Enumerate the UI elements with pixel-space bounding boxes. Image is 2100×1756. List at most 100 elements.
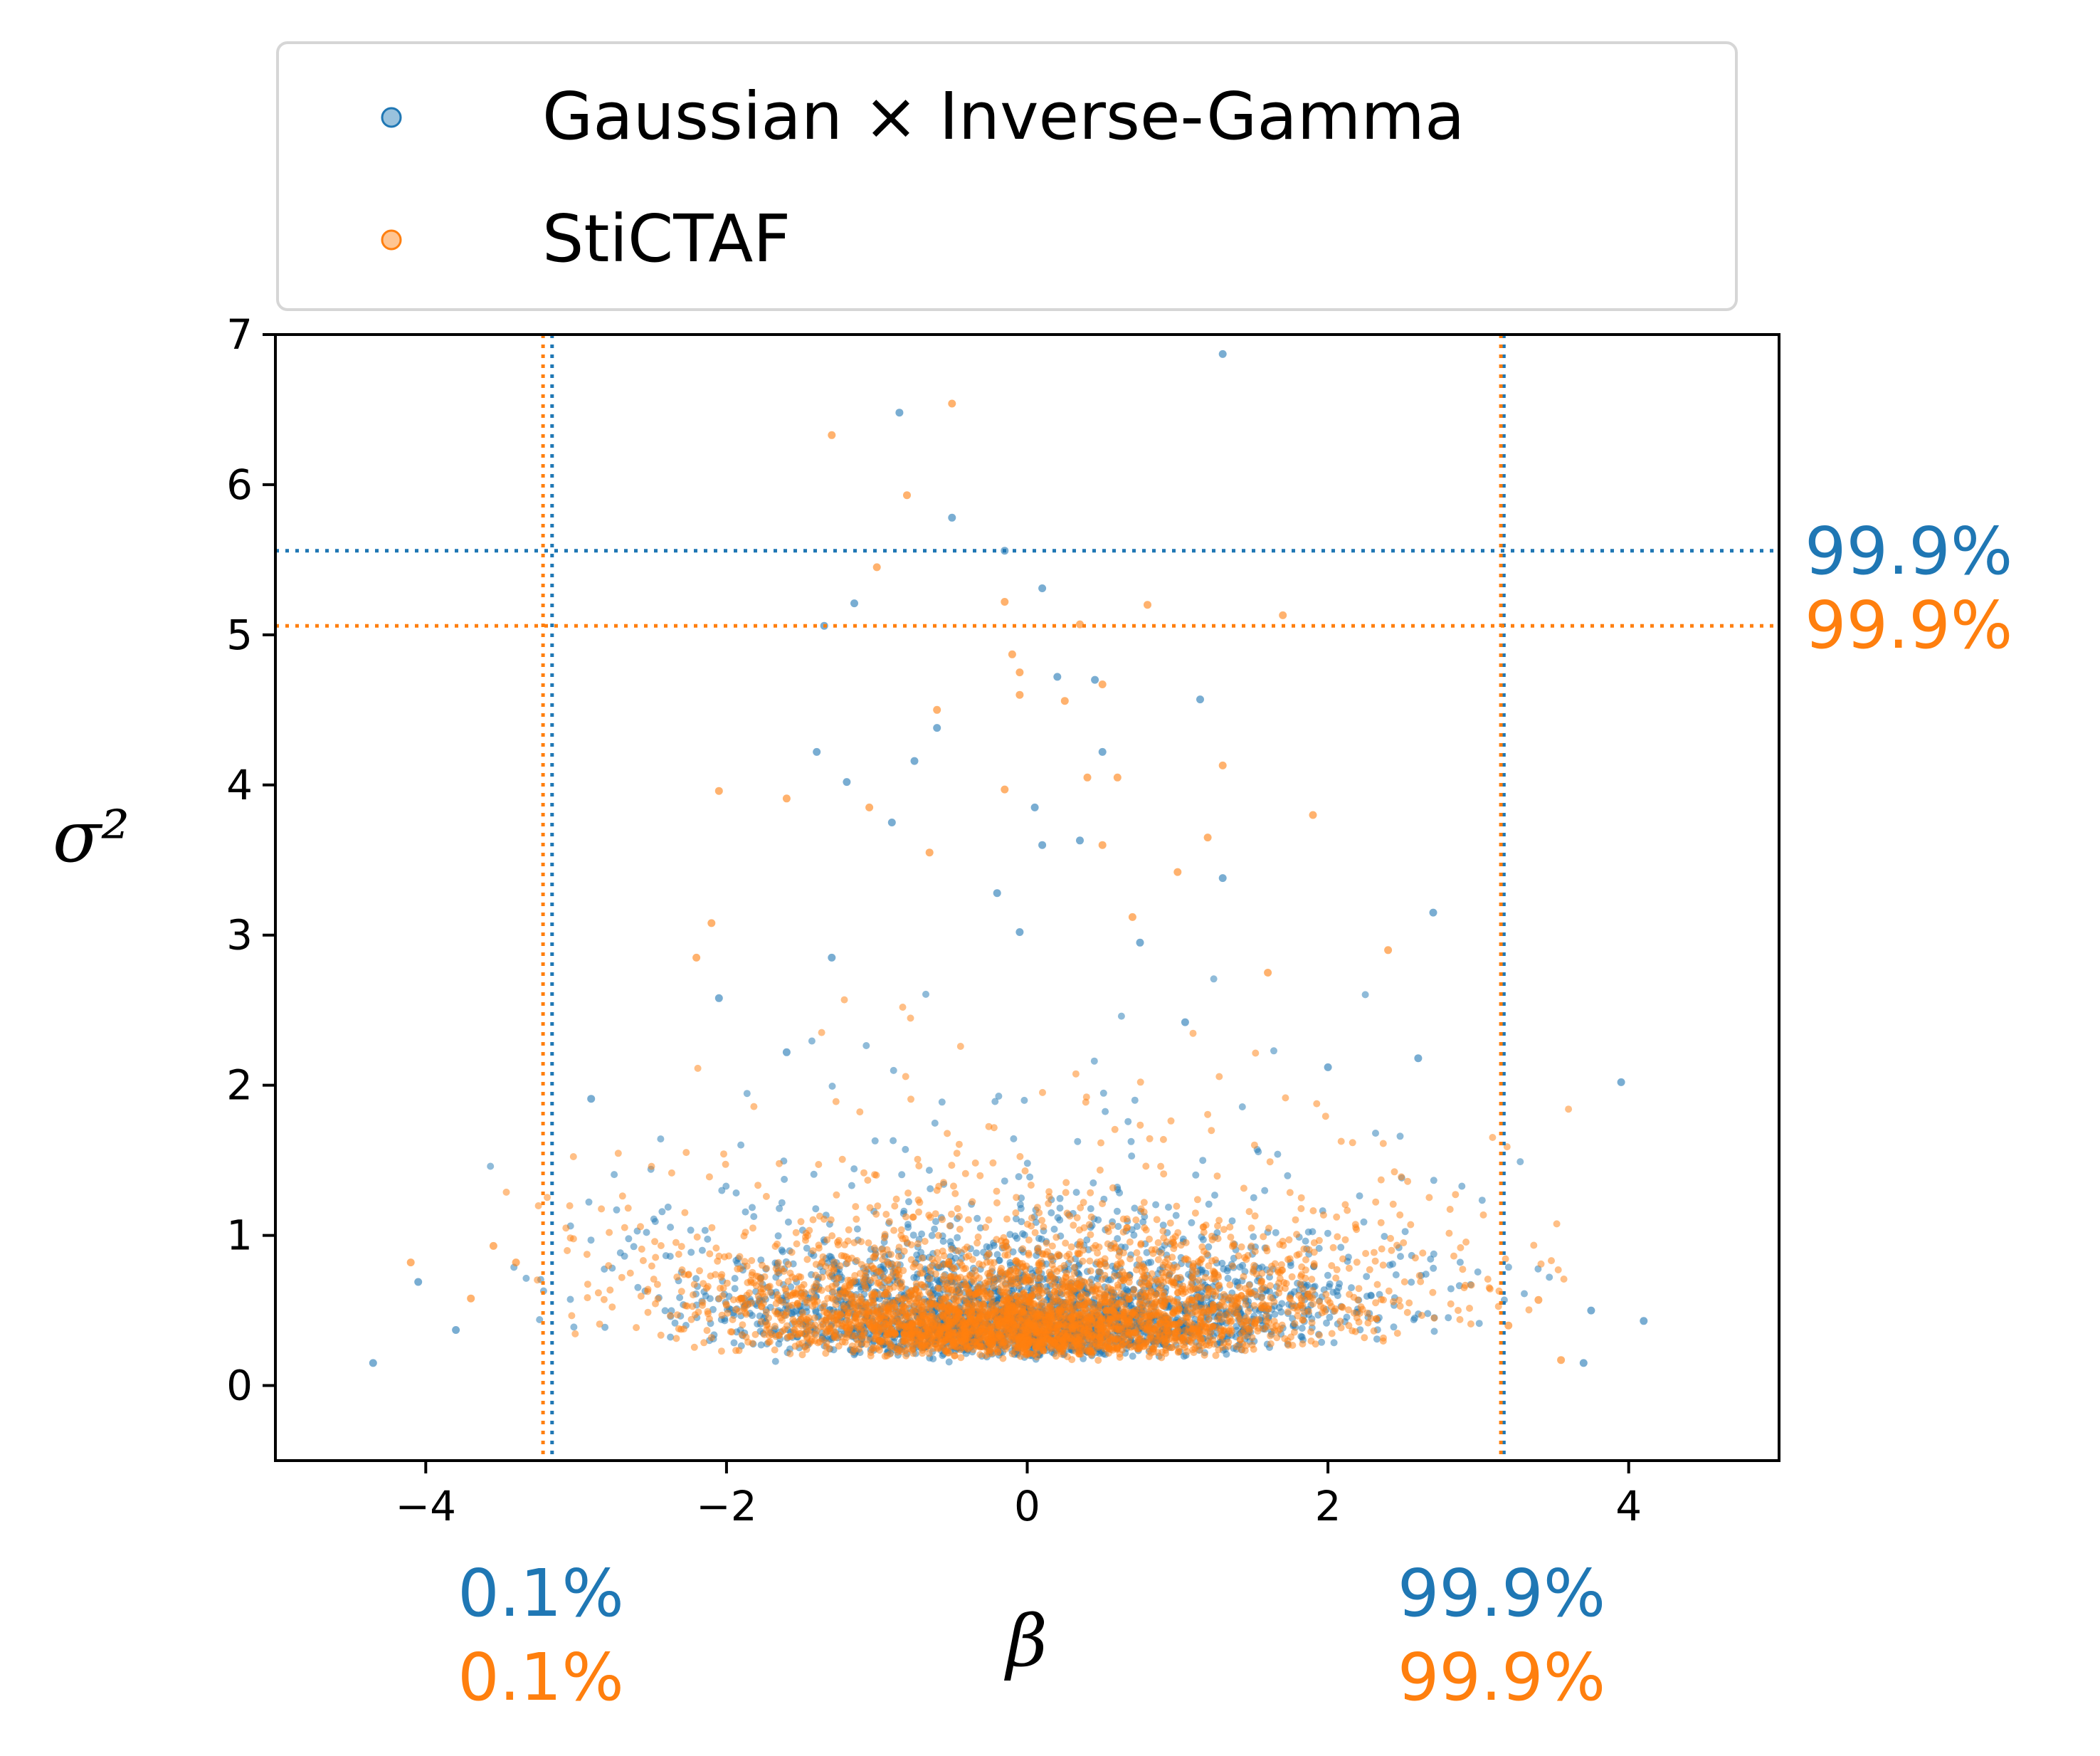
legend-label-stictaf: StiCTAF (542, 201, 791, 277)
pct-label-y-gaussian: 99.9% (1805, 513, 2012, 589)
scatter-point-stictaf-0 (948, 399, 956, 408)
percentile-labels: 0.1% 0.1% 99.9% 99.9% 99.9% 99.9% (458, 513, 2012, 1715)
pct-label-y-stictaf: 99.9% (1805, 587, 2012, 663)
scatter-layer (369, 349, 1648, 1367)
legend: Gaussian × Inverse-Gamma StiCTAF (276, 41, 1738, 311)
x-tick-label-3: 2 (1315, 1482, 1341, 1530)
reference-lines (275, 335, 1779, 1461)
scatter-point-stictaf-24 (1098, 841, 1107, 849)
scatter-point-gaussian-33 (1324, 1063, 1332, 1071)
scatter-point-gaussian-31 (1136, 938, 1144, 947)
legend-marker-stictaf (381, 229, 402, 251)
scatter-point-stictaf-20 (865, 803, 874, 811)
scatter-point-stictaf-28 (406, 1258, 415, 1267)
scatter-point-gaussian-12 (1098, 747, 1107, 756)
scatter-point-stictaf-27 (1173, 868, 1182, 876)
scatter-point-stictaf-1 (828, 431, 836, 439)
scatter-point-stictaf-16 (714, 787, 723, 795)
scatter-point-stictaf-29 (489, 1241, 497, 1250)
scatter-point-stictaf-9 (1008, 650, 1016, 658)
legend-marker-gaussian (381, 107, 402, 128)
scatter-point-gaussian-21 (993, 889, 1001, 898)
scatter-point-gaussian-24 (414, 1278, 423, 1286)
scatter-point-gaussian-20 (1429, 908, 1437, 917)
scatter-point-gaussian-36 (587, 1095, 596, 1103)
y-tick-label-1: 1 (226, 1211, 253, 1260)
scatter-point-stictaf-17 (782, 794, 791, 803)
scatter-point-gaussian-22 (1617, 1078, 1625, 1086)
scatter-point-stictaf-3 (872, 563, 881, 572)
y-tick-label-3: 3 (226, 911, 253, 960)
scatter-point-gaussian-11 (933, 724, 941, 732)
y-axis-label: σ² (53, 795, 130, 878)
scatter-point-gaussian-7 (1053, 673, 1062, 681)
x-axis-ticks: −4 −2 0 2 4 (396, 1461, 1642, 1530)
x-tick-label-0: −4 (396, 1482, 457, 1530)
scatter-point-stictaf-21 (1083, 773, 1092, 782)
scatter-point-gaussian-23 (369, 1359, 377, 1367)
scatter-point-gaussian-13 (910, 757, 919, 765)
pct-label-x-high-stictaf: 99.9% (1398, 1639, 1605, 1715)
legend-label-gaussian: Gaussian × Inverse-Gamma (542, 78, 1465, 154)
y-tick-label-4: 4 (226, 761, 253, 809)
scatter-point-stictaf-5 (1144, 601, 1151, 609)
scatter-point-gaussian-4 (1038, 584, 1047, 592)
scatter-point-stictaf-34 (1504, 1321, 1513, 1330)
scatter-point-stictaf-32 (1534, 1295, 1543, 1304)
scatter-point-gaussian-14 (843, 778, 851, 787)
y-tick-label-0: 0 (226, 1362, 253, 1410)
scatter-point-gaussian-18 (1038, 841, 1047, 849)
scatter-point-stictaf-7 (1279, 611, 1287, 619)
scatter-point-stictaf-15 (1001, 785, 1009, 794)
scatter-point-stictaf-19 (1309, 811, 1317, 819)
scatter-point-stictaf-37 (1384, 946, 1393, 955)
scatter-point-gaussian-28 (452, 1326, 460, 1334)
scatter-point-stictaf-12 (933, 705, 941, 714)
scatter-point-stictaf-33 (1557, 1356, 1566, 1365)
scatter-point-gaussian-30 (828, 953, 836, 962)
scatter-point-stictaf-22 (925, 848, 934, 857)
scatter-point-gaussian-32 (1181, 1018, 1189, 1026)
scatter-point-gaussian-29 (1015, 928, 1024, 936)
scatter-point-stictaf-13 (1098, 680, 1107, 688)
x-tick-label-2: 0 (1014, 1482, 1040, 1530)
scatter-point-gaussian-1 (895, 409, 904, 417)
scatter-point-stictaf-18 (1218, 761, 1227, 769)
y-tick-label-6: 6 (226, 461, 253, 509)
scatter-point-stictaf-11 (1060, 697, 1069, 705)
scatter-point-stictaf-23 (1203, 834, 1212, 842)
y-axis-ticks: 0 1 2 3 4 5 6 7 (226, 310, 275, 1410)
scatter-point-stictaf-2 (903, 491, 911, 500)
scatter-point-stictaf-25 (707, 919, 716, 927)
scatter-point-stictaf-26 (1128, 913, 1136, 921)
scatter-point-gaussian-34 (1414, 1054, 1423, 1063)
scatter-point-stictaf-30 (512, 1258, 520, 1267)
scatter-point-stictaf-35 (692, 953, 701, 962)
pct-label-x-low-gaussian: 0.1% (458, 1555, 624, 1631)
x-tick-label-1: −2 (696, 1482, 757, 1530)
scatter-point-stictaf-4 (1001, 598, 1009, 606)
scatter-point-stictaf-14 (1113, 773, 1122, 782)
x-tick-label-4: 4 (1615, 1482, 1642, 1530)
scatter-point-gaussian-16 (887, 819, 896, 826)
scatter-point-gaussian-0 (1218, 349, 1227, 358)
scatter-point-gaussian-17 (1218, 874, 1227, 883)
scatter-point-stictaf-6 (1076, 620, 1084, 629)
scatter-point-gaussian-15 (1030, 803, 1039, 811)
pct-label-x-high-gaussian: 99.9% (1398, 1555, 1605, 1631)
scatter-point-gaussian-26 (1587, 1306, 1595, 1315)
scatter-point-gaussian-35 (714, 994, 723, 1002)
scatter-point-stictaf-31 (467, 1294, 475, 1303)
scatter-point-gaussian-2 (948, 513, 956, 522)
scatter-point-stictaf-36 (1264, 969, 1272, 977)
scatter-point-gaussian-25 (1640, 1317, 1648, 1325)
y-tick-label-2: 2 (226, 1061, 253, 1110)
scatter-point-gaussian-5 (850, 599, 858, 608)
series-cloud-1 (502, 996, 1573, 1365)
scatter-point-stictaf-10 (1015, 690, 1024, 699)
legend-frame (276, 41, 1738, 311)
scatter-point-gaussian-27 (1579, 1359, 1588, 1367)
y-tick-label-7: 7 (226, 310, 253, 359)
scatter-point-gaussian-8 (1196, 695, 1204, 704)
